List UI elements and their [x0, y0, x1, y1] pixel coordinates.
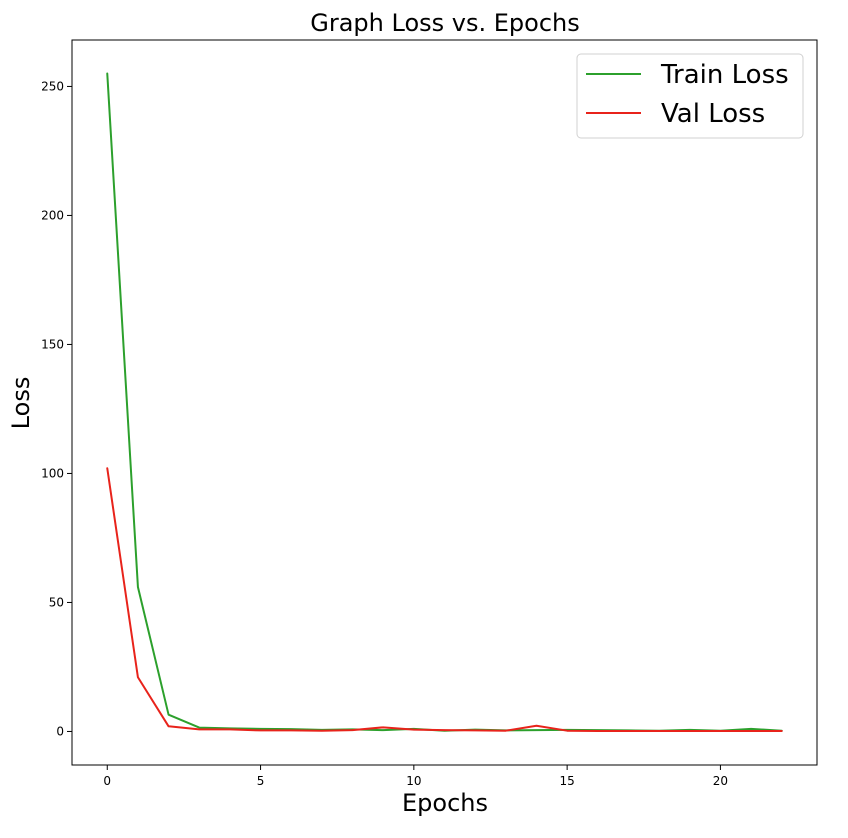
y-tick-label: 100 — [41, 466, 64, 480]
y-tick-label: 50 — [49, 595, 64, 609]
legend: Train Loss Val Loss — [576, 53, 804, 139]
x-tick-label: 0 — [103, 774, 111, 788]
series-line-val-loss — [106, 467, 783, 732]
legend-label-train-loss: Train Loss — [660, 60, 789, 90]
x-tick-label: 10 — [406, 774, 421, 788]
x-tick-label: 5 — [257, 774, 265, 788]
y-axis-label: Loss — [7, 377, 35, 430]
chart-title: Graph Loss vs. Epochs — [310, 9, 579, 37]
y-tick-label: 200 — [41, 208, 64, 222]
legend-label-val-loss: Val Loss — [661, 99, 765, 129]
y-tick-label: 150 — [41, 337, 64, 351]
y-tick-label: 250 — [41, 79, 64, 93]
series-line-train-loss — [106, 72, 783, 732]
x-tick-label: 20 — [713, 774, 728, 788]
axes-frame — [71, 39, 818, 766]
plot-area — [106, 72, 783, 732]
x-axis-label: Epochs — [402, 789, 488, 817]
y-tick-label: 0 — [56, 724, 64, 738]
x-tick-label: 15 — [559, 774, 574, 788]
